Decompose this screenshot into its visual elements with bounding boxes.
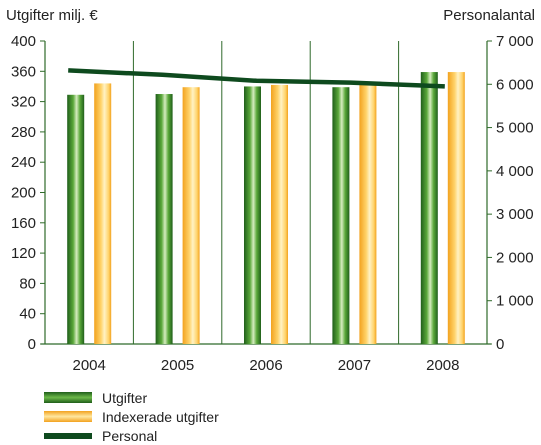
left-tick-label: 80 — [19, 275, 36, 292]
right-tick-label: 7 000 — [496, 33, 534, 50]
bar-utgifter — [420, 72, 438, 345]
bar-utgifter — [67, 94, 85, 344]
legend-swatch-personal — [44, 432, 92, 439]
legend-swatch-indexerade-utgifter — [44, 411, 92, 422]
legend-item-personal: Personal — [44, 426, 344, 445]
left-tick-label: 240 — [11, 154, 36, 171]
bar-indexerade-utgifter — [447, 72, 465, 345]
bar-indexerade-utgifter — [94, 83, 112, 345]
category-label: 2005 — [161, 357, 194, 374]
left-tick-label: 280 — [11, 124, 36, 141]
category-label: 2007 — [338, 357, 371, 374]
left-tick-label: 120 — [11, 245, 36, 262]
left-tick-label: 360 — [11, 63, 36, 80]
category-label: 2006 — [249, 357, 282, 374]
right-axis-title: Personalantal — [443, 7, 535, 24]
axes — [40, 40, 492, 345]
bar-utgifter — [155, 94, 173, 345]
left-tick-label: 160 — [11, 215, 36, 232]
right-tick-label: 5 000 — [496, 120, 534, 137]
right-tick-label: 2 000 — [496, 249, 534, 266]
left-tick-label: 0 — [28, 336, 36, 353]
left-tick-label: 200 — [11, 185, 36, 202]
left-axis-title: Utgifter milj. € — [6, 7, 98, 24]
bar-indexerade-utgifter — [359, 84, 377, 345]
category-separators — [132, 41, 400, 344]
right-tick-label: 1 000 — [496, 293, 534, 310]
legend-swatch-utgifter — [44, 392, 92, 403]
category-label: 2004 — [73, 357, 106, 374]
right-tick-label: 3 000 — [496, 206, 534, 223]
left-tick-label: 400 — [11, 33, 36, 50]
left-tick-label: 320 — [11, 94, 36, 111]
right-tick-label: 6 000 — [496, 76, 534, 93]
bar-indexerade-utgifter — [271, 84, 288, 344]
bars — [67, 72, 465, 345]
legend-label-indexerade-utgifter: Indexerade utgifter — [102, 408, 219, 425]
legend-label-personal: Personal — [102, 427, 158, 444]
legend-label-utgifter: Utgifter — [102, 389, 148, 406]
legend-item-utgifter: Utgifter — [44, 388, 344, 407]
tick-labels: 0 40 80 120 160 200 240 280 320 360 400 0 1 000 2 000… — [11, 33, 534, 374]
line-personal — [68, 68, 445, 89]
category-label: 2008 — [426, 357, 459, 374]
personal-line — [68, 68, 445, 89]
bar-utgifter — [244, 86, 261, 344]
legend: Utgifter Indexerade utgifter Personal — [44, 388, 344, 445]
left-tick-label: 40 — [19, 306, 36, 323]
right-tick-label: 0 — [496, 336, 504, 353]
right-tick-label: 4 000 — [496, 163, 534, 180]
bar-utgifter — [332, 87, 350, 345]
bar-indexerade-utgifter — [182, 87, 200, 345]
legend-item-indexerade-utgifter: Indexerade utgifter — [44, 407, 344, 426]
